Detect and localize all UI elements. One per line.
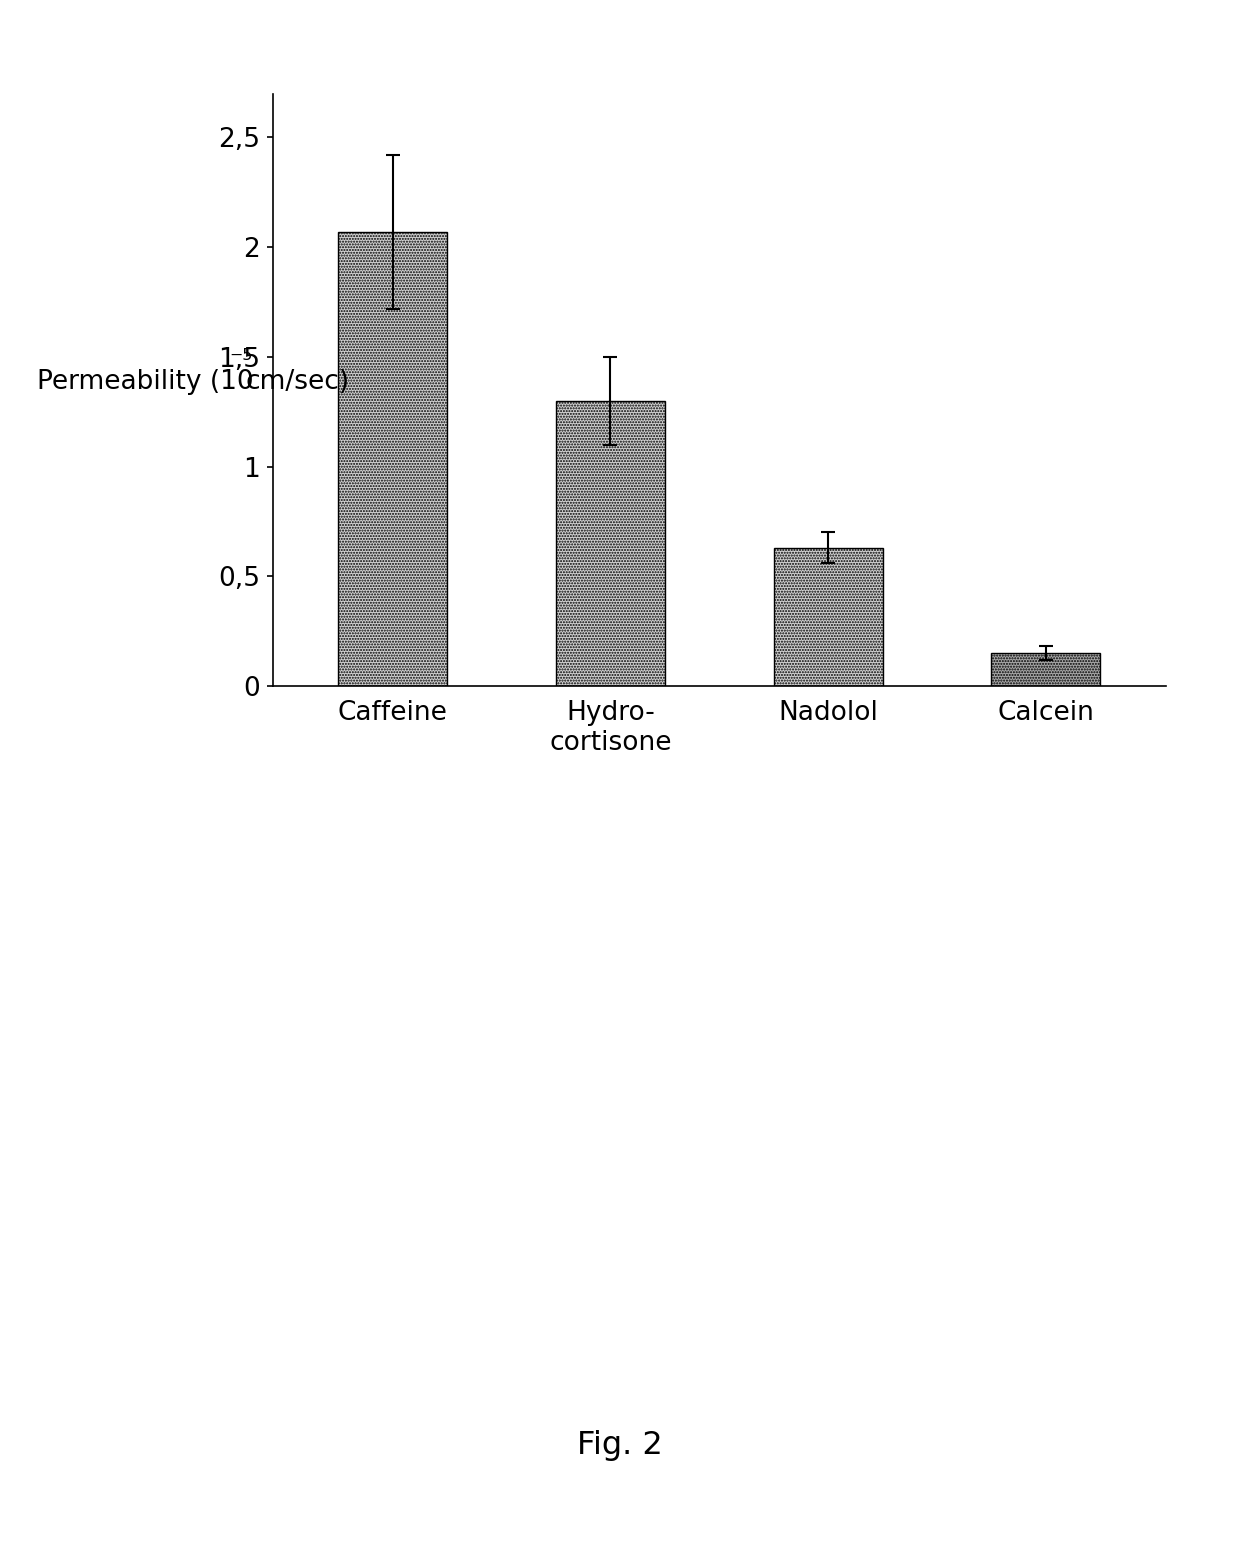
Bar: [339, 232, 446, 686]
Text: −5: −5: [229, 348, 253, 363]
Bar: [992, 653, 1100, 686]
Bar: [774, 547, 883, 686]
Bar: [556, 401, 665, 686]
Text: cm/sec): cm/sec): [246, 369, 350, 394]
Text: Permeability (10: Permeability (10: [37, 369, 254, 394]
Text: Fig. 2: Fig. 2: [577, 1430, 663, 1461]
